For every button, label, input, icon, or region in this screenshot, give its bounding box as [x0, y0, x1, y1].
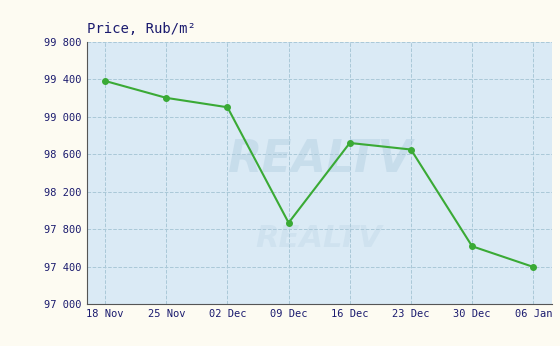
Text: REALTV: REALTV: [227, 138, 412, 181]
Text: REALTV: REALTV: [256, 224, 382, 253]
Text: Price, Rub/m²: Price, Rub/m²: [87, 22, 195, 36]
